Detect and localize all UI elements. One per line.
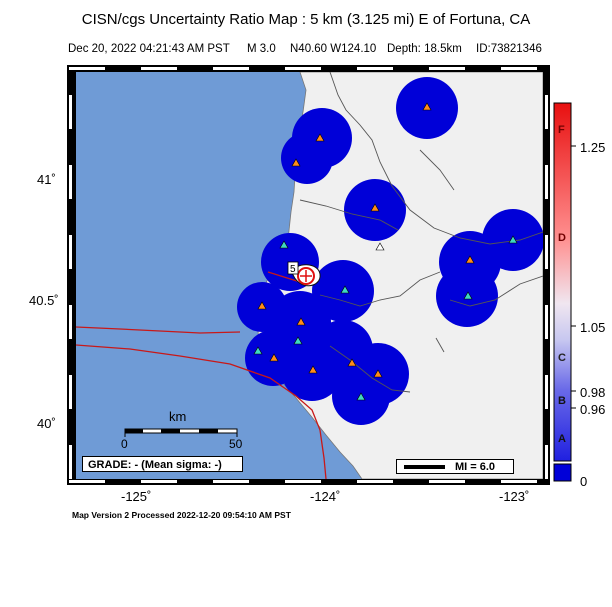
colorbar xyxy=(553,102,572,462)
mi-legend: MI = 6.0 xyxy=(396,459,514,474)
colorbar-value: 1.25 xyxy=(580,140,606,155)
event-depth: Depth: 18.5km xyxy=(387,43,462,55)
mi-legend-line xyxy=(404,465,445,469)
svg-text:B: B xyxy=(558,395,566,407)
event-location: N40.60 W124.10 xyxy=(290,43,377,55)
map-title: CISN/cgs Uncertainty Ratio Map : 5 km (3… xyxy=(81,11,531,28)
epicenter-label: 5 xyxy=(290,264,296,275)
scale-tick: 0 xyxy=(121,437,128,451)
colorbar-zero-swatch xyxy=(553,463,572,482)
lat-label: 40˚ xyxy=(37,416,56,431)
svg-text:F: F xyxy=(558,124,565,136)
grade-box: GRADE: - (Mean sigma: -) xyxy=(82,456,243,472)
svg-text:D: D xyxy=(558,232,566,244)
colorbar-value: 0 xyxy=(580,474,588,489)
map-footer: Map Version 2 Processed 2022-12-20 09:54… xyxy=(72,510,291,520)
scale-tick: 50 xyxy=(229,437,243,451)
lon-label: -124˚ xyxy=(310,489,341,504)
svg-text:A: A xyxy=(558,433,566,445)
event-magnitude: M 3.0 xyxy=(247,43,276,55)
svg-text:C: C xyxy=(558,352,566,364)
event-datetime: Dec 20, 2022 04:21:43 AM PST xyxy=(68,43,230,55)
mi-legend-label: MI = 6.0 xyxy=(455,461,496,473)
stations xyxy=(253,102,518,401)
lat-label: 40.5˚ xyxy=(29,293,59,308)
colorbar-value: 1.05 xyxy=(580,320,606,335)
colorbar-ticks xyxy=(571,145,576,409)
scale-bar xyxy=(124,428,238,437)
lat-label: 41˚ xyxy=(37,172,56,187)
colorbar-value: 0.98 xyxy=(580,385,606,400)
colorbar-letters: F D C B A xyxy=(558,124,566,445)
event-id: ID:73821346 xyxy=(476,43,542,55)
epicenter-marker: 5 xyxy=(287,261,321,287)
fault-lines xyxy=(76,271,327,479)
rivers xyxy=(299,72,543,393)
colorbar-value: 0.96 xyxy=(580,402,606,417)
lon-label: -125˚ xyxy=(121,489,152,504)
lon-label: -123˚ xyxy=(499,489,530,504)
scale-unit: km xyxy=(169,409,187,424)
